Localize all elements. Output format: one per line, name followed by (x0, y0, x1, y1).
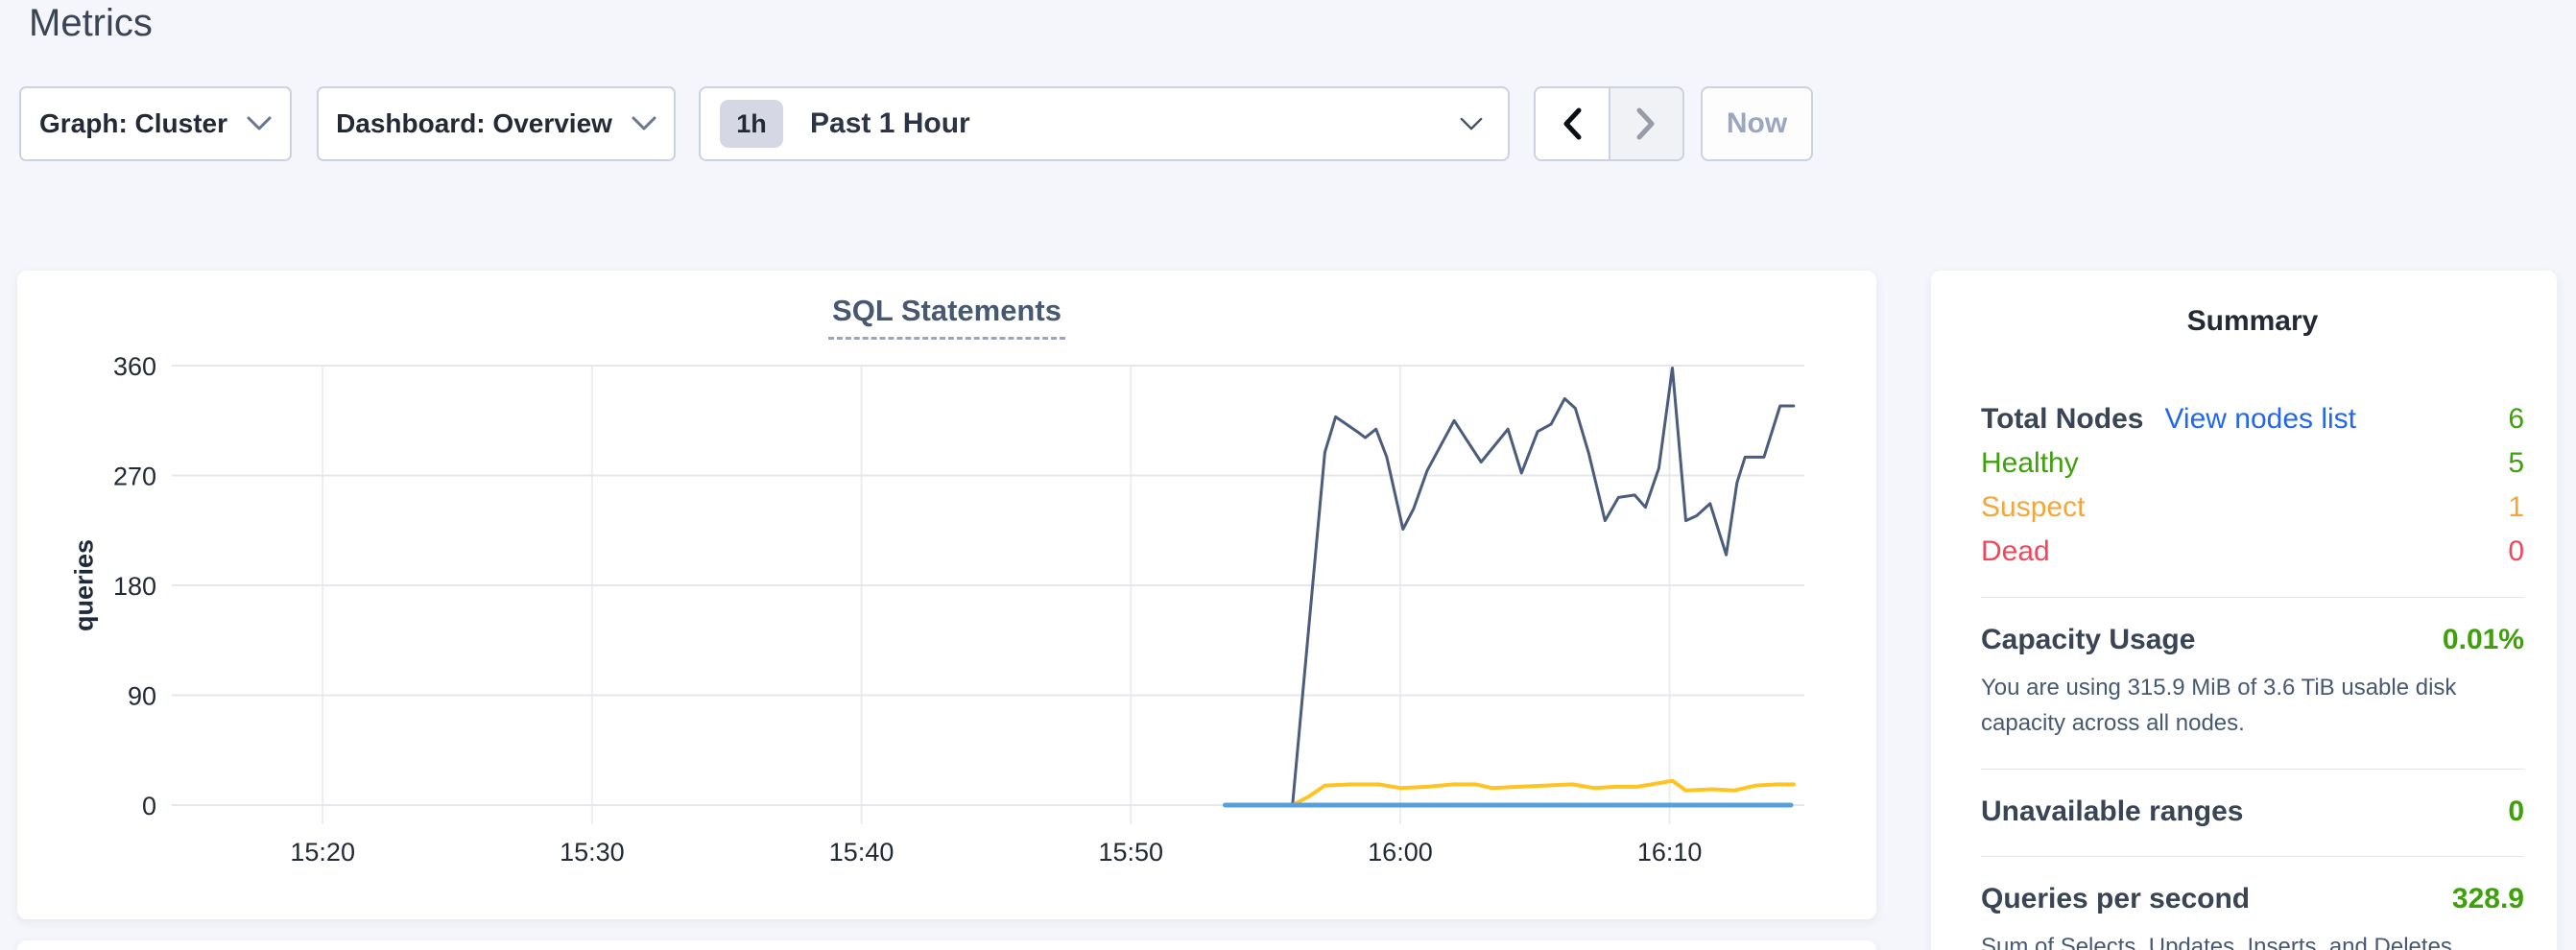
queries-per-second-value: 328.9 (2451, 883, 2524, 914)
healthy-label: Healthy (1981, 447, 2079, 479)
total-nodes-row: Total Nodes View nodes list 6 (1981, 397, 2524, 441)
chevron-down-icon (1460, 117, 1483, 131)
node-status-section: Total Nodes View nodes list 6 Healthy 5 … (1981, 397, 2524, 597)
suspect-nodes-row: Suspect 1 (1981, 486, 2524, 530)
healthy-value: 5 (2508, 447, 2524, 479)
page-title: Metrics (29, 2, 153, 44)
series-yellow-line (1290, 778, 1796, 807)
previous-time-window-button[interactable] (1536, 88, 1610, 159)
total-nodes-value: 6 (2508, 403, 2524, 435)
metrics-toolbar: Graph: Cluster Dashboard: Overview 1h Pa… (19, 86, 1813, 161)
summary-title: Summary (2186, 305, 2319, 337)
next-chart-card-peek (17, 940, 1876, 950)
y-tick-label: 180 (113, 572, 156, 601)
unavailable-ranges-value: 0 (2508, 796, 2524, 827)
dashboard-dropdown[interactable]: Dashboard: Overview (317, 86, 676, 161)
dashboard-dropdown-label: Dashboard: Overview (336, 108, 612, 138)
capacity-usage-description: You are using 315.9 MiB of 3.6 TiB usabl… (1981, 675, 2457, 736)
capacity-usage-section: Capacity Usage 0.01% You are using 315.9… (1981, 597, 2524, 769)
x-tick-label: 15:50 (1098, 838, 1163, 867)
summary-panel: Summary Total Nodes View nodes list 6 He… (1931, 271, 2557, 950)
graph-dropdown-label: Graph: Cluster (38, 108, 228, 138)
y-tick-label: 90 (128, 682, 156, 711)
dead-nodes-row: Dead 0 (1981, 530, 2524, 574)
queries-per-second-label: Queries per second (1981, 883, 2251, 914)
suspect-label: Suspect (1981, 491, 2086, 523)
healthy-nodes-row: Healthy 5 (1981, 441, 2524, 486)
dead-label: Dead (1981, 535, 2050, 567)
queries-per-second-section: Queries per second 328.9 Sum of Selects,… (1981, 856, 2524, 950)
now-button[interactable]: Now (1701, 86, 1813, 161)
y-tick-label: 360 (113, 352, 156, 381)
graph-dropdown[interactable]: Graph: Cluster (19, 86, 292, 161)
dead-value: 0 (2508, 535, 2524, 567)
chevron-down-icon (247, 116, 272, 131)
series-dark-blue-line (1291, 367, 1796, 807)
now-button-label: Now (1726, 107, 1788, 139)
time-window-badge: 1h (720, 100, 783, 148)
chevron-left-icon (1561, 107, 1584, 140)
capacity-usage-label: Capacity Usage (1981, 624, 2196, 655)
x-tick-label: 16:10 (1637, 838, 1703, 867)
chevron-down-icon (632, 116, 656, 131)
next-time-window-button[interactable] (1610, 88, 1682, 159)
view-nodes-list-link[interactable]: View nodes list (2164, 403, 2357, 435)
x-tick-label: 15:20 (290, 838, 355, 867)
capacity-usage-value: 0.01% (2442, 624, 2524, 655)
unavailable-ranges-section: Unavailable ranges 0 (1981, 769, 2524, 856)
queries-per-second-description: Sum of Selects, Updates, Inserts, and De… (1981, 934, 2452, 950)
x-tick-label: 15:30 (560, 838, 625, 867)
y-tick-label: 0 (142, 792, 156, 820)
suspect-value: 1 (2508, 491, 2524, 523)
time-window-label: Past 1 Hour (810, 107, 970, 139)
time-step-buttons (1534, 86, 1684, 161)
chart-title[interactable]: SQL Statements (828, 294, 1065, 340)
time-range-selector[interactable]: 1h Past 1 Hour (699, 86, 1510, 161)
chevron-right-icon (1634, 107, 1658, 140)
y-tick-label: 270 (113, 463, 156, 491)
x-tick-label: 16:00 (1368, 838, 1433, 867)
unavailable-ranges-label: Unavailable ranges (1981, 796, 2244, 827)
sql-statements-chart[interactable]: 15:20 15:30 15:40 15:50 16:00 16:10 0 90 180 270 3… (17, 271, 1876, 919)
sql-statements-chart-card: SQL Statements queries 15:20 15:30 15:40 15… (17, 271, 1876, 919)
total-nodes-label: Total Nodes (1981, 403, 2144, 435)
x-tick-label: 15:40 (829, 838, 894, 867)
